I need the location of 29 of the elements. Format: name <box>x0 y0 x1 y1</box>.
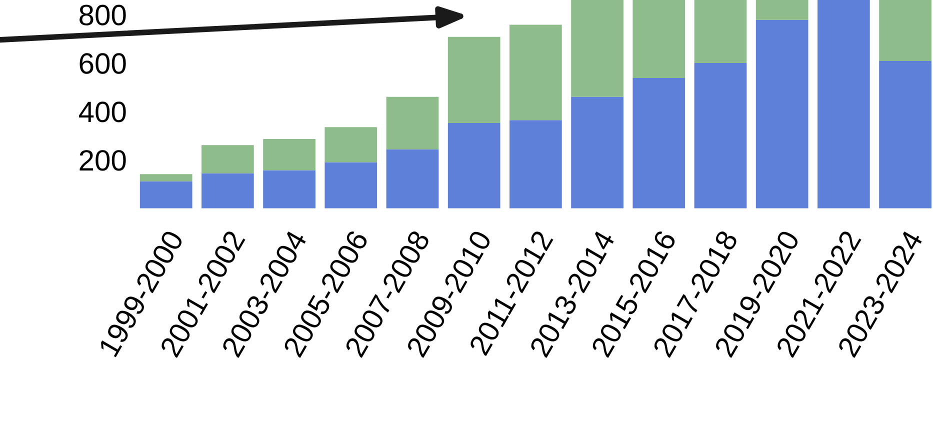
y-tick-label: 200 <box>80 150 126 171</box>
bar <box>202 173 254 208</box>
bar <box>694 0 747 63</box>
bar <box>324 162 378 208</box>
bar <box>756 0 808 20</box>
bar <box>202 145 254 174</box>
bar <box>140 174 192 182</box>
bar <box>140 181 192 208</box>
bar <box>263 170 316 208</box>
bar <box>571 96 624 208</box>
bar <box>263 139 316 170</box>
bar <box>879 0 932 62</box>
bar <box>510 120 562 208</box>
bar <box>324 127 378 162</box>
bar <box>879 61 932 208</box>
bar <box>756 20 808 208</box>
bar <box>510 24 562 120</box>
bar <box>448 123 500 208</box>
bar <box>694 62 747 208</box>
bar <box>632 0 686 78</box>
bar <box>386 149 439 208</box>
y-tick-label: 400 <box>78 102 126 122</box>
bar <box>386 96 439 150</box>
y-tick-label: 800 <box>80 4 126 26</box>
bar <box>632 78 686 208</box>
bar <box>571 0 624 97</box>
y-tick-label: 600 <box>80 53 126 74</box>
bar <box>448 36 500 124</box>
bar <box>818 0 870 208</box>
